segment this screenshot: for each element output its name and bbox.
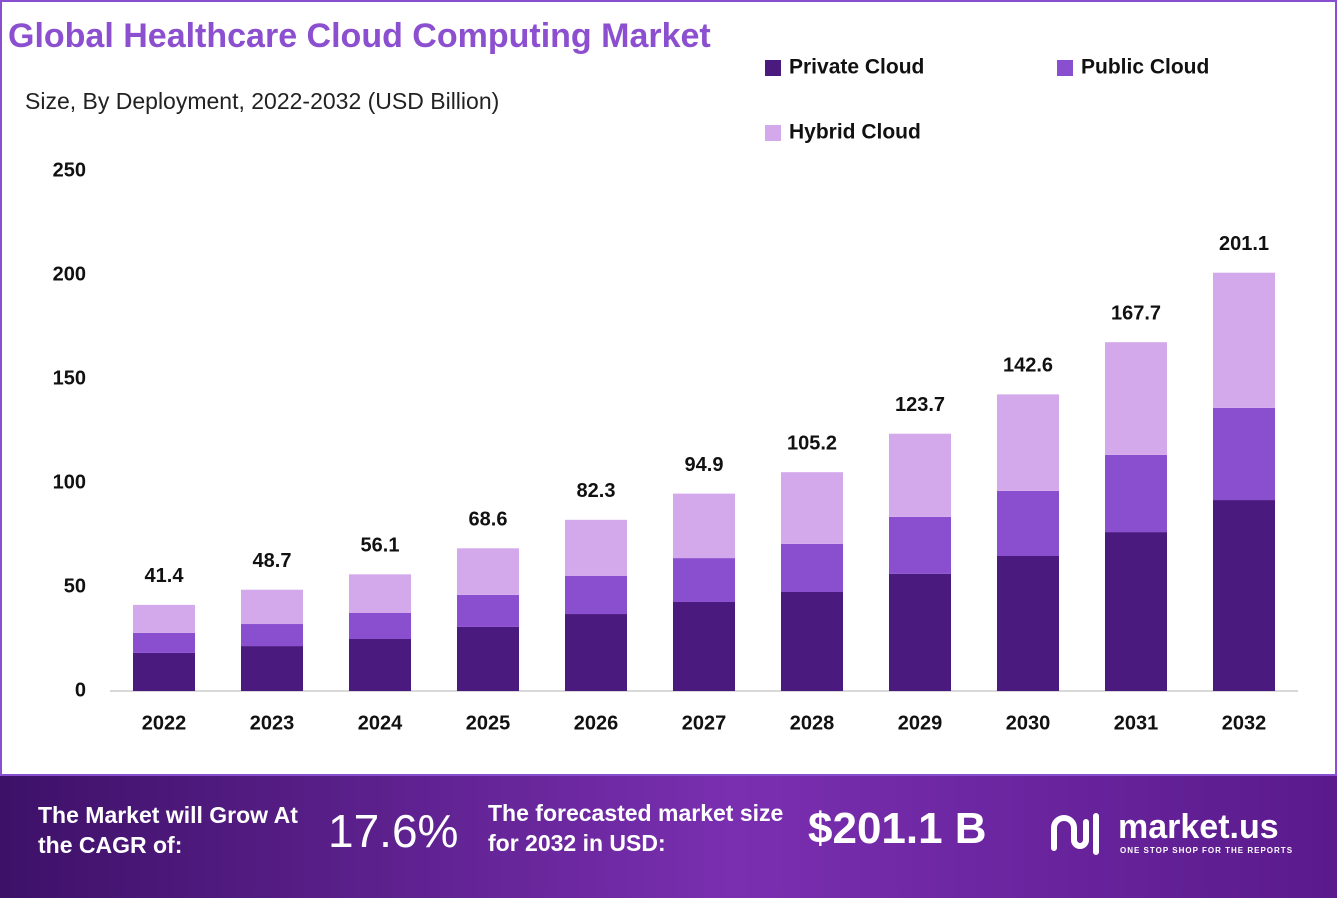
bar-segment — [889, 573, 951, 691]
bar-segment — [241, 646, 303, 691]
total-label: 94.9 — [685, 454, 724, 476]
total-label: 123.7 — [895, 394, 945, 416]
chart: Global Healthcare Cloud Computing Market… — [0, 0, 1337, 776]
x-tick-label: 2026 — [574, 712, 619, 734]
x-tick-label: 2024 — [358, 712, 403, 734]
bar-segment — [781, 591, 843, 691]
y-tick-label: 150 — [53, 367, 86, 389]
legend-label: Private Cloud — [789, 56, 924, 79]
legend-label: Public Cloud — [1081, 56, 1209, 79]
bar-segment — [457, 548, 519, 595]
legend-swatch — [765, 60, 781, 76]
bar-segment — [673, 558, 735, 602]
bar-segment — [1213, 500, 1275, 691]
brand-tagline: ONE STOP SHOP FOR THE REPORTS — [1120, 846, 1294, 855]
bar-segment — [349, 574, 411, 613]
brand-name: market.us — [1118, 808, 1279, 846]
total-label: 68.6 — [469, 509, 508, 531]
bar-segment — [1213, 272, 1275, 408]
bar-segment — [1105, 532, 1167, 691]
footer-banner: The Market will Grow At the CAGR of: 17.… — [0, 776, 1337, 898]
bar-segment — [889, 516, 951, 574]
cagr-value: 17.6% — [328, 805, 459, 857]
x-tick-label: 2029 — [898, 712, 943, 734]
x-tick-label: 2032 — [1222, 712, 1267, 734]
y-tick-label: 50 — [64, 575, 86, 597]
legend-swatch — [765, 125, 781, 141]
bar-segment — [565, 519, 627, 576]
bar-segment — [565, 614, 627, 691]
bar-segment — [457, 594, 519, 627]
bar-segment — [133, 632, 195, 653]
bar-segment — [457, 626, 519, 691]
bar-segment — [349, 613, 411, 639]
total-label: 56.1 — [361, 535, 400, 557]
cagr-label: The Market will Grow At the CAGR of: — [38, 802, 298, 858]
bar-segment — [1105, 342, 1167, 455]
x-tick-label: 2031 — [1114, 712, 1159, 734]
total-label: 167.7 — [1111, 302, 1161, 324]
bar-segment — [241, 589, 303, 625]
total-label: 82.3 — [577, 480, 616, 502]
x-tick-label: 2025 — [466, 712, 511, 734]
legend-swatch — [1057, 60, 1073, 76]
bar-segment — [349, 639, 411, 691]
legend-label: Hybrid Cloud — [789, 121, 921, 144]
y-tick-label: 250 — [53, 159, 86, 181]
x-tick-label: 2028 — [790, 712, 835, 734]
total-label: 105.2 — [787, 432, 837, 454]
forecast-label: The forecasted market size for 2032 in U… — [488, 800, 784, 856]
chart-title: Global Healthcare Cloud Computing Market — [8, 17, 711, 55]
total-label: 201.1 — [1219, 233, 1269, 255]
x-tick-label: 2022 — [142, 712, 187, 734]
x-tick-label: 2023 — [250, 712, 295, 734]
bar-segment — [889, 433, 951, 517]
y-tick-label: 0 — [75, 679, 86, 701]
bar-segment — [565, 575, 627, 615]
bar-segment — [781, 543, 843, 592]
bar-segment — [673, 493, 735, 559]
brand-logo — [1051, 813, 1099, 855]
bar-segment — [997, 394, 1059, 491]
total-label: 142.6 — [1003, 355, 1053, 377]
total-label: 48.7 — [253, 550, 292, 572]
bar-segment — [241, 624, 303, 647]
x-tick-label: 2030 — [1006, 712, 1051, 734]
chart-subtitle: Size, By Deployment, 2022-2032 (USD Bill… — [25, 88, 499, 114]
bar-segment — [781, 472, 843, 544]
y-tick-label: 100 — [53, 471, 86, 493]
bar-segment — [997, 490, 1059, 557]
x-tick-label: 2027 — [682, 712, 727, 734]
bar-segment — [997, 556, 1059, 691]
bar-segment — [133, 604, 195, 633]
total-label: 41.4 — [145, 565, 185, 587]
bar-segment — [1213, 407, 1275, 501]
forecast-value: $201.1 B — [808, 804, 987, 853]
y-tick-label: 200 — [53, 263, 86, 285]
bar-segment — [673, 601, 735, 691]
bar-segment — [1105, 454, 1167, 533]
bar-segment — [133, 652, 195, 691]
